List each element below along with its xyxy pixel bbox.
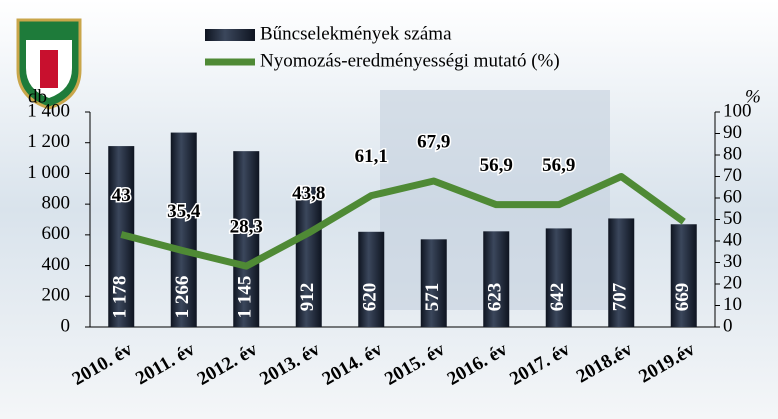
y-tick-label: 0 [61, 315, 71, 336]
line-value-label: 43,8 [292, 183, 325, 204]
y2-tick-label: 90 [723, 122, 742, 143]
bar-value-label: 620 [360, 283, 381, 312]
y2-axis-label: % [745, 86, 761, 107]
bar [608, 218, 635, 327]
y2-tick-label: 70 [723, 165, 742, 186]
y2-tick-label: 20 [723, 272, 742, 293]
y-axis-label: db [28, 86, 47, 107]
bar [170, 132, 197, 327]
y-tick-label: 1 200 [27, 131, 70, 152]
line-value-label: 43 [112, 185, 131, 206]
bar-value-label: 1 178 [110, 276, 131, 319]
y-tick-label: 600 [42, 223, 71, 244]
y2-tick-label: 60 [723, 186, 742, 207]
line-value-label: 35,4 [167, 201, 201, 222]
bar-value-label: 1 266 [172, 276, 193, 319]
y-tick-label: 200 [42, 285, 71, 306]
bar-value-label: 1 145 [235, 276, 256, 319]
y2-tick-label: 80 [723, 143, 742, 164]
bar-value-label: 912 [297, 283, 318, 312]
line-value-label: 28,3 [230, 217, 263, 238]
legend-label: Nyomozás-eredményességi mutató (%) [260, 50, 560, 71]
bar [358, 231, 385, 327]
bar [670, 224, 697, 327]
legend: Bűncselekmények száma Nyomozás-eredményes… [205, 23, 560, 71]
y2-tick-label: 30 [723, 251, 742, 272]
bar [233, 151, 260, 327]
line-value-label: 67,9 [417, 131, 450, 152]
bar-value-label: 707 [610, 282, 631, 311]
legend-swatch [205, 29, 255, 41]
y2-tick-label: 40 [723, 229, 742, 250]
y-tick-label: 1 400 [27, 100, 70, 121]
bar-value-label: 623 [485, 283, 506, 312]
bar-value-label: 669 [672, 283, 693, 312]
logo [16, 18, 82, 110]
line [120, 173, 686, 270]
y2-tick-label: 10 [723, 294, 742, 315]
bar-value-label: 571 [422, 283, 443, 312]
bar [545, 228, 572, 327]
line-value-label: 56,9 [480, 155, 513, 176]
bar-value-label: 642 [547, 283, 568, 312]
y-tick-label: 400 [42, 254, 71, 275]
y2-tick-label: 50 [723, 208, 742, 229]
bar [295, 186, 322, 327]
line-value-label: 61,1 [355, 146, 388, 167]
y2-tick-label: 0 [723, 315, 733, 336]
y2-tick-label: 100 [723, 100, 752, 121]
bar [420, 239, 447, 327]
y-tick-label: 1 000 [27, 162, 70, 183]
line-value-label: 56,9 [542, 155, 575, 176]
y-tick-label: 800 [42, 193, 71, 214]
legend-label: Bűncselekmények száma [260, 23, 452, 44]
bar [483, 231, 510, 327]
